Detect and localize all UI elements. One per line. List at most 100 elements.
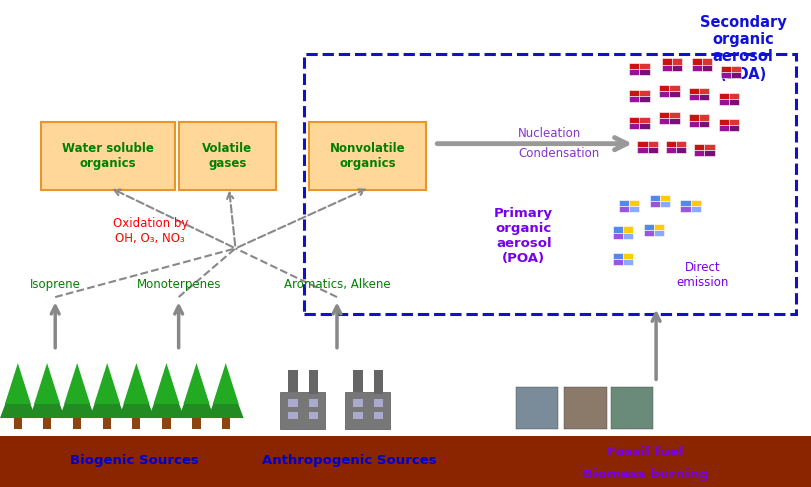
Bar — [688, 94, 697, 100]
Bar — [623, 226, 633, 233]
Bar — [659, 85, 668, 92]
Bar — [103, 416, 111, 429]
Text: Water soluble
organics: Water soluble organics — [62, 142, 153, 170]
Bar — [345, 392, 389, 429]
Text: Fossil fuel: Fossil fuel — [607, 447, 683, 459]
Bar — [671, 65, 681, 71]
Text: Volatile
gases: Volatile gases — [202, 142, 252, 170]
Bar — [647, 141, 657, 147]
Bar — [728, 126, 738, 131]
Bar — [288, 412, 298, 419]
Bar — [623, 259, 633, 265]
Bar — [689, 200, 700, 206]
Text: Primary
organic
aerosol
(POA): Primary organic aerosol (POA) — [494, 207, 552, 265]
Bar — [718, 126, 728, 131]
Bar — [668, 85, 679, 92]
Bar — [353, 399, 363, 407]
Bar — [659, 195, 669, 201]
Text: Biogenic Sources: Biogenic Sources — [70, 454, 198, 467]
Polygon shape — [34, 363, 60, 404]
Bar — [628, 206, 638, 212]
Bar — [637, 141, 647, 147]
FancyBboxPatch shape — [178, 122, 276, 190]
Bar — [639, 90, 649, 96]
Bar — [689, 206, 700, 212]
Bar — [661, 58, 671, 65]
Bar — [0, 436, 811, 487]
Bar — [629, 70, 639, 75]
Bar — [659, 118, 668, 124]
Bar — [697, 88, 708, 94]
Bar — [675, 141, 685, 147]
Bar — [703, 150, 714, 156]
Bar — [649, 201, 659, 207]
Bar — [373, 399, 383, 407]
Bar — [649, 195, 659, 201]
Bar — [629, 63, 639, 70]
Bar — [623, 233, 633, 239]
Bar — [731, 66, 740, 72]
Text: Secondary
organic
aerosol
(SOA): Secondary organic aerosol (SOA) — [699, 15, 785, 82]
FancyBboxPatch shape — [308, 122, 426, 190]
Polygon shape — [212, 363, 238, 404]
Bar — [661, 65, 671, 71]
Bar — [308, 412, 318, 419]
Bar — [701, 65, 711, 71]
Bar — [671, 58, 681, 65]
Bar — [703, 144, 714, 150]
Bar — [718, 98, 728, 105]
Bar — [515, 387, 557, 429]
Bar — [659, 92, 668, 97]
Bar — [697, 121, 708, 127]
Bar — [221, 416, 230, 429]
Text: Isoprene: Isoprene — [30, 279, 80, 291]
Bar — [353, 412, 363, 419]
Bar — [643, 230, 654, 236]
Bar — [308, 370, 318, 394]
Bar — [288, 370, 298, 392]
Bar — [728, 98, 738, 105]
FancyBboxPatch shape — [41, 122, 174, 190]
Bar — [639, 96, 649, 102]
Text: Nonvolatile
organics: Nonvolatile organics — [329, 142, 405, 170]
Bar — [629, 117, 639, 123]
Bar — [668, 112, 679, 118]
Bar — [132, 416, 140, 429]
Polygon shape — [89, 370, 125, 418]
Bar — [618, 206, 628, 212]
Text: Condensation: Condensation — [517, 147, 599, 160]
Bar — [43, 416, 51, 429]
Bar — [637, 147, 647, 153]
Bar — [718, 119, 728, 126]
Bar — [629, 96, 639, 102]
Polygon shape — [5, 363, 31, 404]
Bar — [680, 200, 689, 206]
Bar — [720, 66, 731, 72]
Bar — [688, 114, 697, 121]
Polygon shape — [118, 370, 154, 418]
Bar — [668, 118, 679, 124]
Bar — [680, 206, 689, 212]
Bar — [688, 121, 697, 127]
Bar — [73, 416, 81, 429]
Bar — [639, 63, 649, 70]
Bar — [728, 93, 738, 98]
Bar — [629, 123, 639, 129]
Bar — [564, 387, 606, 429]
Bar — [373, 370, 383, 394]
Bar — [691, 58, 701, 65]
Bar — [280, 392, 324, 429]
Bar — [665, 141, 675, 147]
Bar — [639, 117, 649, 123]
Bar — [612, 226, 623, 233]
Bar — [610, 387, 652, 429]
Bar — [668, 92, 679, 97]
Polygon shape — [148, 370, 184, 418]
Polygon shape — [208, 370, 243, 418]
Bar — [639, 70, 649, 75]
Bar — [731, 72, 740, 78]
Bar — [618, 200, 628, 206]
Bar — [654, 224, 663, 230]
Bar — [353, 370, 363, 392]
Polygon shape — [29, 370, 65, 418]
